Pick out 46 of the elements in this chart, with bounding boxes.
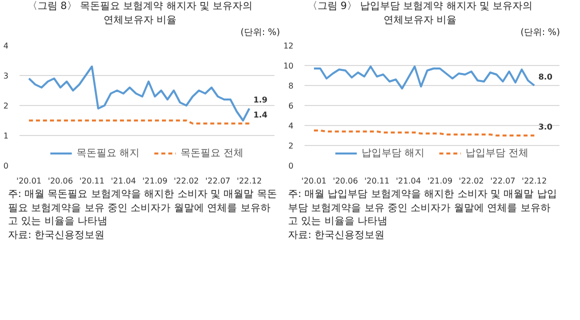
legend-label: 납입부담 해지 — [361, 147, 424, 160]
x-tick-label: '21.04 — [396, 176, 421, 186]
y-tick-label: 8 — [288, 82, 294, 91]
chart-title: 〈그림 9〉 납입부담 보험계약 해지자 및 보유자의 연체보유자 비율 — [307, 0, 533, 27]
chart-title: 〈그림 8〉 목돈필요 보험계약 해지자 및 보유자의 연체보유자 비율 — [27, 0, 253, 27]
x-tick-label: '22.02 — [458, 176, 484, 186]
line-series — [312, 66, 536, 90]
y-tick-label: 2 — [3, 102, 9, 111]
x-tick-label: '21.04 — [110, 176, 136, 186]
y-tick-label: 2 — [288, 142, 294, 151]
x-tick-label: '20.06 — [332, 176, 358, 186]
y-tick-label: 6 — [288, 102, 294, 111]
y-tick-label: 0 — [3, 162, 9, 171]
chart-subtitle: (단위: %) — [520, 27, 560, 40]
data-label: 1.9 — [253, 96, 268, 105]
data-label: 8.0 — [538, 72, 553, 82]
legend-label: 납입부담 전체 — [466, 147, 529, 160]
y-tick-label: 12 — [283, 42, 294, 51]
y-tick-label: 0 — [288, 162, 294, 171]
y-tick-label: 4 — [288, 122, 294, 131]
x-tick-label: '22.12 — [522, 176, 547, 186]
text: 자료: 한국신용정보원 — [8, 228, 105, 242]
x-tick-label: '22.12 — [236, 176, 262, 186]
chart-subtitle: (단위: %) — [240, 27, 280, 40]
y-tick-label: 10 — [283, 62, 294, 71]
x-tick-label: '22.07 — [205, 176, 230, 186]
line-series — [28, 66, 250, 122]
x-tick-label: '22.07 — [490, 176, 516, 186]
x-tick-label: '20.11 — [364, 176, 390, 186]
legend-label: 목돈필요 해지 — [76, 147, 140, 160]
x-tick-label: '21.09 — [427, 176, 452, 186]
y-tick-label: 3 — [3, 72, 9, 81]
x-tick-label: '20.11 — [79, 176, 104, 186]
x-tick-label: '20.06 — [48, 176, 73, 186]
x-tick-label: '22.02 — [174, 176, 199, 186]
legend-label: 목돈필요 전체 — [180, 147, 244, 160]
y-tick-label: 1 — [3, 132, 9, 141]
x-tick-label: '20.01 — [16, 176, 42, 186]
data-label: 3.0 — [538, 122, 553, 132]
data-label: 1.4 — [253, 110, 268, 120]
x-tick-label: '20.01 — [301, 176, 327, 186]
text: 주: 매월 납입부담 보험계약을 해지한 소비자 및 매월말 납입부담 보험계약을 보유 중인 소비자가 월말에 연체를 보유하고 있는 비율을 나타냄 — [288, 188, 558, 229]
text: 자료: 한국신용정보원 — [288, 228, 385, 242]
y-tick-label: 4 — [3, 42, 9, 51]
x-tick-label: '21.09 — [142, 176, 168, 186]
text: 주: 매월 목돈필요 보험계약을 해지한 소비자 및 매월말 목돈필요 보험계약을 보유 중인 소비자가 월말에 연체를 보유하고 있는 비율을 나타냄 — [8, 188, 278, 229]
